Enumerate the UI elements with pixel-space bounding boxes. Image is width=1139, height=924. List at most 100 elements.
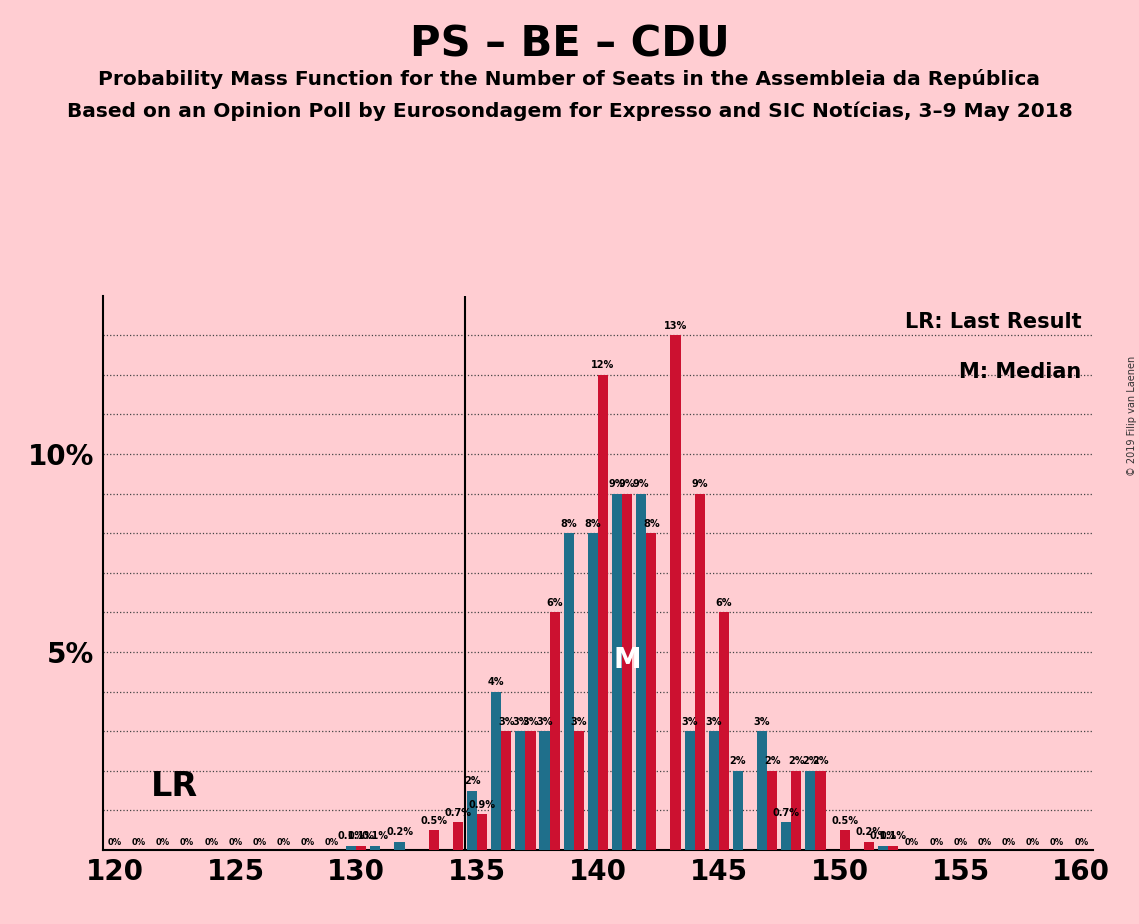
Text: 0%: 0%	[1050, 838, 1064, 847]
Bar	[491, 692, 501, 850]
Text: 0.1%: 0.1%	[337, 832, 364, 842]
Bar	[685, 731, 695, 850]
Text: 0%: 0%	[107, 838, 122, 847]
Bar	[525, 731, 535, 850]
Text: 0%: 0%	[906, 838, 919, 847]
Text: 3%: 3%	[536, 716, 552, 726]
Text: 0%: 0%	[229, 838, 243, 847]
Text: LR: LR	[150, 771, 198, 803]
Bar	[719, 613, 729, 850]
Bar	[781, 822, 792, 850]
Text: 0.1%: 0.1%	[869, 832, 896, 842]
Bar	[612, 493, 622, 850]
Text: 2%: 2%	[812, 756, 829, 766]
Bar	[816, 771, 826, 850]
Text: 0.9%: 0.9%	[469, 799, 495, 809]
Text: 0.2%: 0.2%	[386, 827, 413, 837]
Bar	[370, 846, 380, 850]
Text: 2%: 2%	[802, 756, 819, 766]
Bar	[695, 493, 705, 850]
Text: 0%: 0%	[132, 838, 146, 847]
Text: LR: Last Result: LR: Last Result	[904, 312, 1082, 333]
Text: 12%: 12%	[591, 360, 615, 371]
Text: 0.5%: 0.5%	[420, 816, 448, 825]
Bar	[863, 842, 874, 850]
Bar	[357, 846, 367, 850]
Bar	[622, 493, 632, 850]
Text: 3%: 3%	[705, 716, 722, 726]
Bar	[515, 731, 525, 850]
Bar	[646, 533, 656, 850]
Bar	[757, 731, 768, 850]
Bar	[671, 335, 681, 850]
Text: 0%: 0%	[156, 838, 170, 847]
Bar	[598, 375, 608, 850]
Text: 9%: 9%	[618, 479, 636, 489]
Bar	[878, 846, 888, 850]
Text: 9%: 9%	[633, 479, 649, 489]
Bar	[805, 771, 816, 850]
Text: 2%: 2%	[730, 756, 746, 766]
Bar	[574, 731, 584, 850]
Bar	[564, 533, 574, 850]
Bar	[637, 493, 646, 850]
Text: 13%: 13%	[664, 321, 687, 331]
Text: 0.1%: 0.1%	[347, 832, 375, 842]
Text: 3%: 3%	[498, 716, 515, 726]
Text: 9%: 9%	[691, 479, 708, 489]
Bar	[501, 731, 511, 850]
Text: 0%: 0%	[1002, 838, 1016, 847]
Text: © 2019 Filip van Laenen: © 2019 Filip van Laenen	[1126, 356, 1137, 476]
Text: 0%: 0%	[929, 838, 943, 847]
Bar	[588, 533, 598, 850]
Text: 2%: 2%	[764, 756, 780, 766]
Text: PS – BE – CDU: PS – BE – CDU	[410, 23, 729, 65]
Text: 3%: 3%	[754, 716, 770, 726]
Text: 2%: 2%	[464, 776, 481, 786]
Bar	[453, 822, 464, 850]
Text: 0%: 0%	[1026, 838, 1040, 847]
Text: M: Median: M: Median	[959, 362, 1082, 383]
Text: 0%: 0%	[977, 838, 992, 847]
Bar	[550, 613, 559, 850]
Bar	[888, 846, 899, 850]
Text: 8%: 8%	[560, 518, 577, 529]
Text: Probability Mass Function for the Number of Seats in the Assembleia da República: Probability Mass Function for the Number…	[98, 69, 1041, 90]
Text: 3%: 3%	[681, 716, 698, 726]
Bar	[477, 814, 487, 850]
Bar	[467, 791, 477, 850]
Text: 6%: 6%	[547, 598, 563, 608]
Text: 2%: 2%	[788, 756, 804, 766]
Text: Based on an Opinion Poll by Eurosondagem for Expresso and SIC Notícias, 3–9 May : Based on an Opinion Poll by Eurosondagem…	[66, 102, 1073, 121]
Text: 0.1%: 0.1%	[362, 832, 388, 842]
Text: 0.1%: 0.1%	[879, 832, 907, 842]
Text: 0%: 0%	[277, 838, 290, 847]
Text: 0.5%: 0.5%	[831, 816, 859, 825]
Text: 0%: 0%	[204, 838, 219, 847]
Text: 8%: 8%	[584, 518, 601, 529]
Bar	[732, 771, 743, 850]
Bar	[708, 731, 719, 850]
Text: 3%: 3%	[513, 716, 528, 726]
Text: 6%: 6%	[715, 598, 732, 608]
Text: 3%: 3%	[571, 716, 587, 726]
Text: 0%: 0%	[180, 838, 194, 847]
Bar	[428, 831, 439, 850]
Text: 0%: 0%	[253, 838, 267, 847]
Text: 0%: 0%	[1074, 838, 1089, 847]
Text: 0.7%: 0.7%	[772, 808, 800, 818]
Bar	[768, 771, 777, 850]
Text: M: M	[613, 646, 641, 674]
Bar	[839, 831, 850, 850]
Text: 0%: 0%	[953, 838, 967, 847]
Text: 0.7%: 0.7%	[444, 808, 472, 818]
Bar	[792, 771, 802, 850]
Bar	[394, 842, 404, 850]
Text: 0.2%: 0.2%	[855, 827, 883, 837]
Text: 0%: 0%	[325, 838, 339, 847]
Bar	[346, 846, 357, 850]
Text: 4%: 4%	[487, 677, 505, 687]
Text: 3%: 3%	[523, 716, 539, 726]
Bar	[540, 731, 550, 850]
Text: 0%: 0%	[301, 838, 316, 847]
